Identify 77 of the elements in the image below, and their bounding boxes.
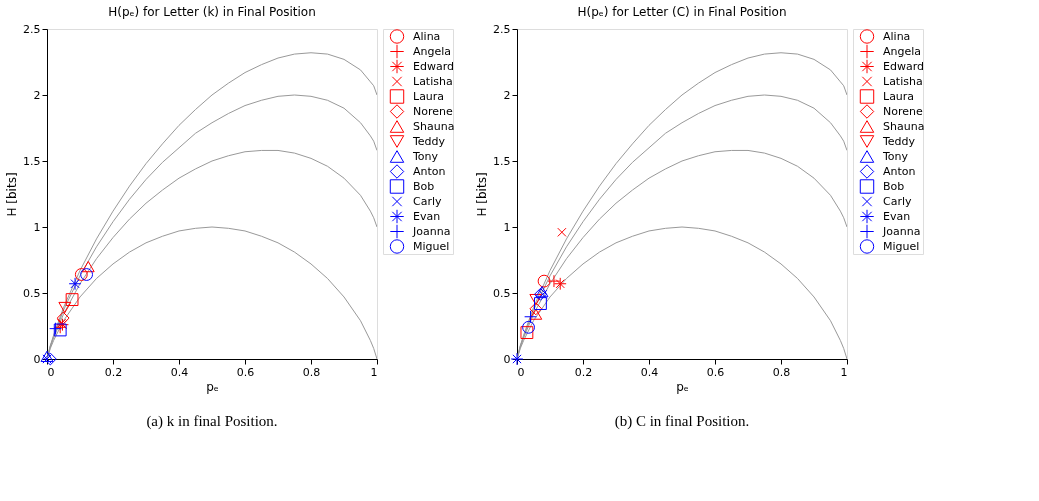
y-tick-label: 0 xyxy=(33,352,41,366)
point xyxy=(80,268,94,281)
legend-label: Edward xyxy=(413,59,454,73)
x-tick-label: 1 xyxy=(370,365,378,379)
legend-label: Bob xyxy=(413,179,435,193)
y-tick-label: 1.5 xyxy=(493,154,511,168)
x-axis-title: pₑ xyxy=(206,379,219,394)
point xyxy=(58,301,72,314)
point xyxy=(74,268,88,281)
x-axis-title: pₑ xyxy=(676,379,689,394)
x-tick-label: 0.8 xyxy=(772,365,791,379)
y-tick-label: 0.5 xyxy=(493,286,511,300)
y-axis-title: H [bits] xyxy=(5,172,20,217)
legend-label: Alina xyxy=(883,29,911,43)
legend-label: Teddy xyxy=(412,134,446,148)
x-tick-label: 0.4 xyxy=(640,365,659,379)
y-tick-label: 2.5 xyxy=(493,22,511,36)
legend-label: Angela xyxy=(883,44,922,58)
legend-label: Laura xyxy=(413,89,445,103)
point xyxy=(529,293,543,306)
legend-label: Anton xyxy=(883,164,916,178)
y-tick-label: 2.5 xyxy=(23,22,41,36)
legend-label: Bob xyxy=(883,179,905,193)
point xyxy=(40,350,54,362)
legend-label: Norene xyxy=(883,104,923,118)
legend-label: Shauna xyxy=(883,119,925,133)
y-tick-label: 0.5 xyxy=(23,286,41,300)
legend-label: Evan xyxy=(883,209,911,223)
point xyxy=(522,320,535,334)
point xyxy=(529,308,543,320)
point xyxy=(68,277,82,291)
point xyxy=(65,293,79,307)
legend-label: Tony xyxy=(882,149,909,163)
chart-title: H(pₑ) for Letter (k) in Final Position xyxy=(108,5,316,19)
y-tick-label: 1.5 xyxy=(23,154,41,168)
point xyxy=(81,260,95,273)
x-tick-label: 1 xyxy=(840,365,848,379)
x-tick-label: 0.2 xyxy=(574,365,593,379)
x-tick-label: 0 xyxy=(517,365,525,379)
legend-label: Alina xyxy=(413,29,441,43)
y-tick-label: 2 xyxy=(503,88,511,102)
legend-label: Shauna xyxy=(413,119,455,133)
y-tick-label: 1 xyxy=(33,220,41,234)
legend-label: Latisha xyxy=(413,74,453,88)
legend-label: Carly xyxy=(883,194,912,208)
legend-label: Teddy xyxy=(882,134,916,148)
text: (b) C in final Position. xyxy=(614,413,750,430)
legend-label: Edward xyxy=(883,59,924,73)
x-tick-label: 0.6 xyxy=(236,365,255,379)
y-tick-label: 1 xyxy=(503,220,511,234)
legend-label: Joanna xyxy=(882,224,921,238)
x-tick-label: 0.6 xyxy=(706,365,725,379)
legend-label: Evan xyxy=(413,209,441,223)
point xyxy=(557,227,567,237)
legend-label: Latisha xyxy=(883,74,923,88)
text: (a) k in final Position. xyxy=(146,413,278,430)
legend-label: Joanna xyxy=(412,224,451,238)
legend-label: Angela xyxy=(413,44,452,58)
y-tick-label: 2 xyxy=(33,88,41,102)
y-tick-label: 0 xyxy=(503,352,511,366)
point xyxy=(534,297,547,310)
legend-label: Anton xyxy=(413,164,446,178)
point xyxy=(56,318,67,328)
point xyxy=(520,326,534,340)
chart-title: H(pₑ) for Letter (C) in Final Position xyxy=(577,5,787,19)
x-tick-label: 0 xyxy=(47,365,55,379)
legend-label: Laura xyxy=(883,89,915,103)
x-tick-label: 0.2 xyxy=(104,365,123,379)
legend-label: Carly xyxy=(413,194,442,208)
x-tick-label: 0.4 xyxy=(170,365,189,379)
legend-label: Tony xyxy=(412,149,439,163)
x-tick-label: 0.8 xyxy=(302,365,321,379)
point xyxy=(510,352,524,366)
legend-label: Miguel xyxy=(883,239,920,253)
legend-label: Norene xyxy=(413,104,453,118)
legend-label: Miguel xyxy=(413,239,450,253)
y-axis-title: H [bits] xyxy=(475,172,490,217)
